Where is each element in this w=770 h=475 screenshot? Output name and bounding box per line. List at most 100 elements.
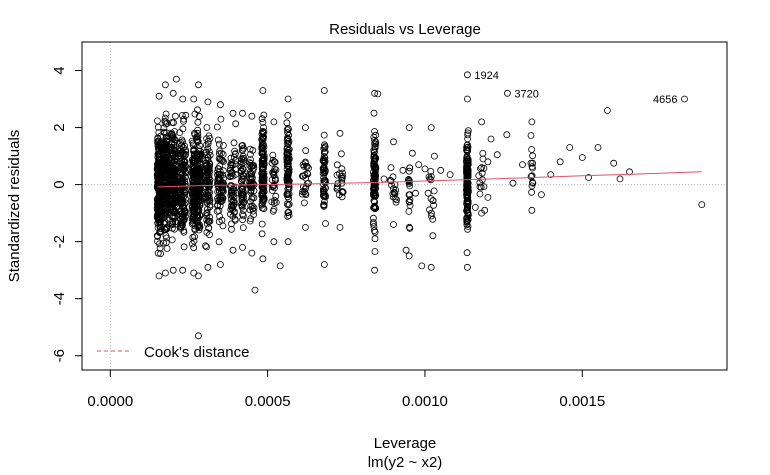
data-point: [300, 199, 308, 207]
data-point: [153, 212, 161, 220]
data-point: [270, 181, 278, 189]
point-label: 3720: [514, 88, 538, 100]
data-point: [333, 185, 341, 193]
data-point: [230, 153, 238, 161]
data-point: [194, 81, 202, 89]
data-point: [616, 175, 624, 183]
data-point: [390, 221, 397, 228]
data-point: [194, 129, 202, 137]
data-point: [172, 150, 179, 158]
data-point: [547, 171, 555, 179]
data-point: [170, 176, 178, 184]
data-point: [215, 140, 223, 148]
data-point: [217, 198, 225, 206]
data-point: [258, 201, 266, 209]
data-point: [226, 173, 234, 181]
data-point: [216, 162, 224, 170]
data-point: [479, 155, 487, 163]
data-point: [194, 332, 202, 340]
data-point: [169, 266, 177, 274]
data-point: [302, 174, 310, 182]
data-point: [176, 194, 184, 202]
data-point: [219, 141, 227, 149]
data-point: [170, 180, 177, 188]
data-point: [217, 149, 225, 157]
data-point: [190, 237, 198, 245]
data-point: [157, 227, 165, 235]
data-point: [228, 220, 235, 228]
data-point: [493, 151, 501, 159]
data-point: [230, 187, 238, 195]
data-point: [464, 187, 472, 195]
data-point: [258, 115, 266, 123]
data-point: [369, 220, 377, 228]
data-point: [321, 148, 329, 156]
data-point: [391, 194, 399, 202]
data-point: [371, 170, 379, 178]
data-point: [258, 197, 266, 205]
data-point: [193, 181, 201, 188]
data-point: [258, 192, 266, 200]
data-point: [372, 140, 380, 148]
data-point: [248, 195, 256, 203]
data-point: [168, 119, 176, 126]
data-point: [370, 223, 378, 230]
data-point: [479, 149, 487, 157]
data-point: [259, 166, 266, 173]
data-point: [239, 109, 246, 117]
data-point: [478, 164, 486, 171]
data-point: [463, 181, 471, 189]
data-point: [216, 168, 224, 175]
data-point: [626, 168, 633, 176]
data-point: [161, 81, 169, 89]
data-point: [180, 216, 188, 224]
data-point: [239, 243, 246, 251]
data-point: [238, 186, 246, 194]
data-point: [247, 215, 255, 223]
data-point: [463, 71, 471, 79]
data-point: [258, 140, 266, 148]
data-point: [476, 179, 484, 187]
data-point: [215, 207, 223, 215]
data-point: [463, 168, 471, 176]
data-point: [369, 176, 377, 184]
data-point: [698, 201, 706, 209]
data-point: [301, 223, 309, 231]
data-point: [464, 200, 472, 207]
data-point: [284, 150, 292, 158]
data-point: [276, 262, 284, 270]
data-point: [464, 159, 472, 166]
x-tick-label: 0.0005: [245, 393, 291, 410]
data-point: [239, 211, 246, 218]
data-point: [427, 195, 435, 203]
data-point: [204, 98, 212, 106]
data-point: [180, 243, 188, 251]
point-label: 4656: [653, 94, 677, 106]
data-point: [371, 203, 379, 211]
data-point: [170, 184, 178, 192]
data-point: [202, 183, 210, 191]
data-point: [320, 153, 328, 160]
data-point: [284, 95, 292, 103]
data-point: [219, 222, 227, 230]
data-point: [178, 170, 186, 177]
data-point: [172, 218, 180, 225]
data-point: [371, 248, 379, 255]
data-point: [228, 225, 235, 233]
smoother-line: [157, 171, 702, 188]
data-point: [239, 224, 247, 232]
data-point: [247, 163, 255, 171]
data-point: [258, 148, 266, 156]
data-point: [219, 182, 227, 190]
data-point: [160, 214, 168, 222]
data-point: [370, 192, 378, 200]
data-point: [194, 137, 202, 145]
data-point: [285, 164, 293, 172]
data-point: [284, 238, 292, 246]
data-point: [260, 161, 268, 169]
data-point: [477, 165, 484, 173]
data-point: [179, 125, 187, 133]
data-point: [336, 129, 344, 137]
data-point: [285, 211, 293, 219]
